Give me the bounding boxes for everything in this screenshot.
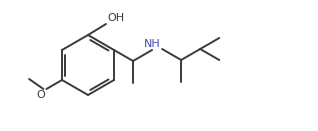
Text: O: O: [37, 90, 45, 100]
Text: OH: OH: [107, 13, 124, 23]
Text: NH: NH: [144, 39, 161, 49]
